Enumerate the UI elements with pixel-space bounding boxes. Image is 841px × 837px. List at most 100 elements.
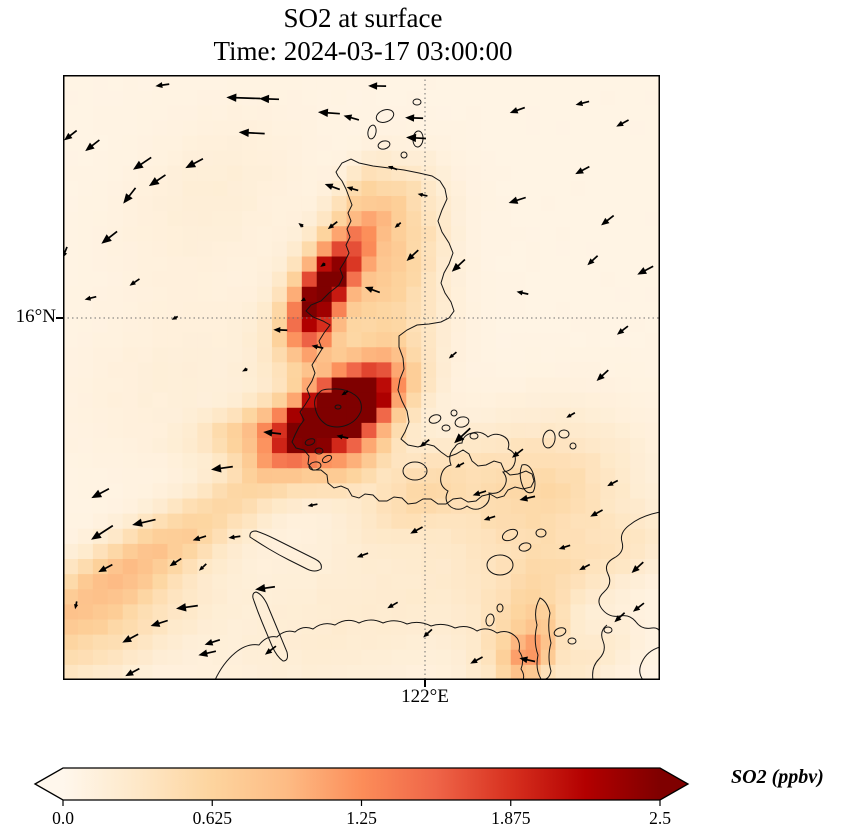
so2-cell xyxy=(526,257,542,273)
so2-cell xyxy=(78,559,94,575)
so2-cell xyxy=(242,453,258,469)
so2-cell xyxy=(197,105,213,121)
so2-cell xyxy=(212,105,228,121)
so2-cell xyxy=(78,514,94,530)
so2-cell xyxy=(227,151,243,167)
so2-cell xyxy=(600,105,616,121)
so2-cell xyxy=(123,453,139,469)
so2-cell xyxy=(645,287,660,303)
so2-cell xyxy=(496,287,512,303)
so2-cell xyxy=(362,468,378,484)
so2-cell xyxy=(585,226,601,242)
so2-cell xyxy=(108,287,124,303)
so2-cell xyxy=(302,559,318,575)
so2-cell xyxy=(287,453,303,469)
so2-cell xyxy=(153,559,169,575)
so2-cell xyxy=(227,347,243,363)
so2-cell xyxy=(138,604,154,620)
so2-cell xyxy=(257,362,273,378)
so2-cell xyxy=(108,90,124,106)
so2-cell xyxy=(272,468,288,484)
so2-cell xyxy=(123,105,139,121)
so2-cell xyxy=(63,408,79,424)
so2-cell xyxy=(153,589,169,605)
so2-cell xyxy=(556,196,572,212)
so2-cell xyxy=(362,514,378,530)
so2-cell xyxy=(63,302,79,318)
so2-cell xyxy=(585,544,601,560)
so2-cell xyxy=(347,378,363,394)
so2-cell xyxy=(197,196,213,212)
so2-cell xyxy=(93,438,109,454)
so2-cell xyxy=(257,620,273,636)
so2-cell xyxy=(615,408,631,424)
so2-cell xyxy=(197,90,213,106)
so2-cell xyxy=(451,181,467,197)
so2-cell xyxy=(257,438,273,454)
so2-cell xyxy=(347,438,363,454)
so2-cell xyxy=(556,272,572,288)
so2-cell xyxy=(272,408,288,424)
so2-cell xyxy=(466,378,482,394)
so2-cell xyxy=(570,438,586,454)
so2-cell xyxy=(197,272,213,288)
so2-cell xyxy=(570,287,586,303)
so2-cell xyxy=(227,468,243,484)
so2-cell xyxy=(332,635,348,651)
so2-cell xyxy=(317,151,333,167)
so2-cell xyxy=(406,423,422,439)
so2-cell xyxy=(302,423,318,439)
so2-cell xyxy=(585,317,601,333)
so2-cell xyxy=(182,438,198,454)
so2-cell xyxy=(600,120,616,136)
so2-cell xyxy=(466,589,482,605)
so2-cell xyxy=(645,650,660,666)
so2-cell xyxy=(182,529,198,545)
so2-cell xyxy=(347,635,363,651)
so2-cell xyxy=(481,90,497,106)
so2-cell xyxy=(541,287,557,303)
so2-cell xyxy=(570,181,586,197)
so2-cell xyxy=(78,287,94,303)
so2-cell xyxy=(227,559,243,575)
so2-cell xyxy=(317,529,333,545)
so2-cell xyxy=(332,241,348,257)
so2-cell xyxy=(436,362,452,378)
so2-cell xyxy=(257,196,273,212)
so2-cell xyxy=(406,650,422,666)
so2-cell xyxy=(212,181,228,197)
so2-cell xyxy=(511,332,527,348)
so2-cell xyxy=(227,665,243,680)
so2-cell xyxy=(138,499,154,515)
so2-cell xyxy=(391,514,407,530)
so2-cell xyxy=(481,226,497,242)
so2-cell xyxy=(496,75,512,91)
so2-cell xyxy=(496,136,512,152)
so2-cell xyxy=(451,211,467,227)
so2-cell xyxy=(182,241,198,257)
so2-cell xyxy=(451,589,467,605)
so2-cell xyxy=(570,650,586,666)
so2-cell xyxy=(167,620,183,636)
so2-cell xyxy=(108,211,124,227)
so2-cell xyxy=(585,347,601,363)
so2-cell xyxy=(167,453,183,469)
so2-cell xyxy=(391,75,407,91)
so2-cell xyxy=(108,136,124,152)
so2-cell xyxy=(287,151,303,167)
so2-cell xyxy=(436,544,452,560)
so2-cell xyxy=(600,393,616,409)
so2-cell xyxy=(556,120,572,136)
so2-cell xyxy=(332,499,348,515)
so2-cell xyxy=(630,90,646,106)
so2-cell xyxy=(585,483,601,499)
so2-cell xyxy=(272,483,288,499)
so2-cell xyxy=(526,620,542,636)
so2-cell xyxy=(108,302,124,318)
so2-cell xyxy=(630,211,646,227)
so2-cell xyxy=(481,529,497,545)
so2-cell xyxy=(496,181,512,197)
so2-cell xyxy=(436,604,452,620)
so2-cell xyxy=(615,196,631,212)
